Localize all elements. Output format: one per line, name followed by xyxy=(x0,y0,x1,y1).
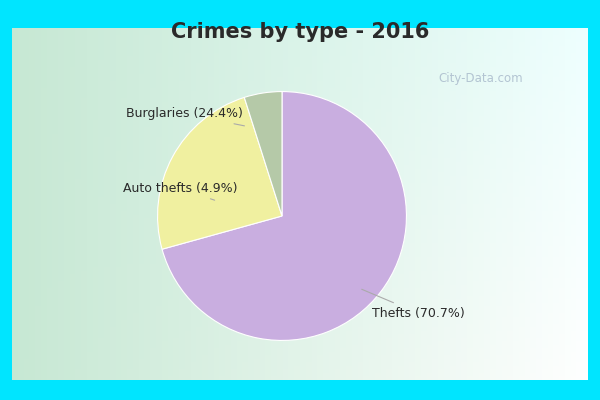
Wedge shape xyxy=(158,98,282,249)
Text: Thefts (70.7%): Thefts (70.7%) xyxy=(362,289,464,320)
Wedge shape xyxy=(244,92,282,216)
Wedge shape xyxy=(162,92,406,340)
Text: Burglaries (24.4%): Burglaries (24.4%) xyxy=(127,108,244,126)
Text: Auto thefts (4.9%): Auto thefts (4.9%) xyxy=(123,182,237,200)
Text: City-Data.com: City-Data.com xyxy=(438,72,523,85)
Text: Crimes by type - 2016: Crimes by type - 2016 xyxy=(171,22,429,42)
